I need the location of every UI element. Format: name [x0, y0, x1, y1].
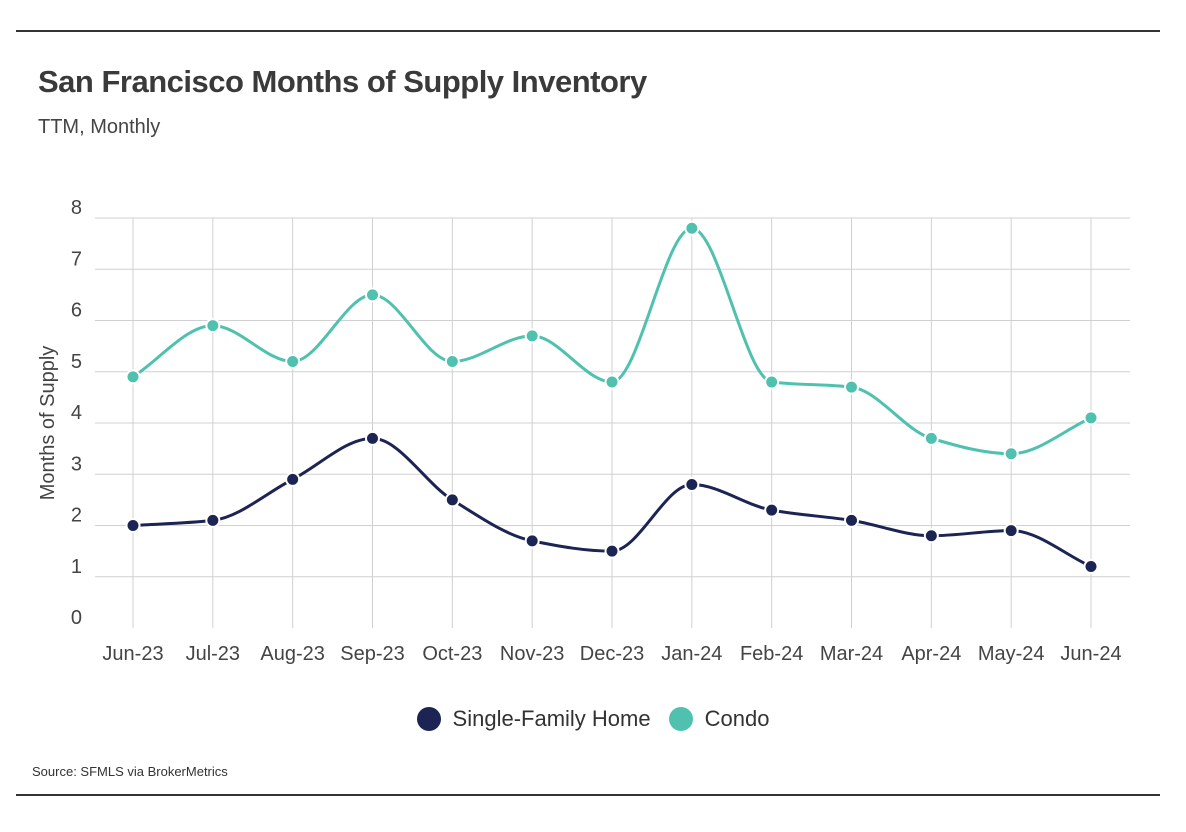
source-note: Source: SFMLS via BrokerMetrics [32, 764, 228, 779]
data-point-condo [365, 287, 380, 303]
data-point-single-family-home [1003, 523, 1019, 539]
data-point-condo [604, 374, 620, 390]
line-chart: 0 1 2 3 4 5 6 7 8 Jun-23 Jul-23 Aug-23 Sep-23 Oct-23… [37, 197, 1130, 665]
y-tick-label: 2 [71, 505, 82, 527]
data-point-single-family-home [684, 477, 700, 492]
y-axis-ticks: 0 1 2 3 4 5 6 7 8 [71, 197, 82, 629]
y-axis-label: Months of Supply [37, 346, 59, 501]
data-point-condo [444, 354, 460, 369]
chart-title: San Francisco Months of Supply Inventory [38, 64, 647, 99]
x-tick-label: Aug-23 [260, 643, 325, 665]
data-point-condo [1003, 446, 1019, 462]
x-tick-label: Apr-24 [901, 643, 961, 665]
x-tick-label: Dec-23 [580, 643, 644, 665]
x-tick-label: Sep-23 [340, 643, 405, 665]
y-tick-label: 1 [71, 556, 82, 578]
data-point-condo [285, 354, 301, 369]
chart-subtitle: TTM, Monthly [38, 116, 161, 138]
top-rule [16, 30, 1160, 32]
y-tick-label: 5 [71, 351, 82, 373]
grid-lines [95, 217, 1130, 628]
y-tick-label: 3 [71, 453, 82, 475]
data-point-condo [524, 328, 540, 344]
data-point-single-family-home [604, 543, 620, 559]
x-axis-ticks: Jun-23 Jul-23 Aug-23 Sep-23 Oct-23 Nov-23 Dec-… [102, 643, 1121, 665]
legend-item-single-family[interactable]: Single-Family Home [416, 706, 651, 732]
legend-marker-single-family [416, 707, 441, 731]
legend: Single-Family Home Condo [0, 706, 1186, 732]
data-point-condo [125, 369, 141, 385]
data-point-single-family-home [1083, 559, 1099, 574]
data-point-single-family-home [205, 512, 221, 528]
legend-item-condo[interactable]: Condo [668, 706, 770, 732]
data-point-condo [764, 374, 780, 390]
x-tick-label: Jul-23 [186, 643, 240, 665]
x-tick-label: Feb-24 [740, 643, 803, 665]
bottom-rule [16, 794, 1160, 796]
data-point-condo [923, 430, 939, 446]
x-tick-label: May-24 [978, 643, 1045, 665]
x-tick-label: Mar-24 [820, 643, 883, 665]
data-point-condo [684, 220, 700, 236]
data-point-condo [844, 379, 859, 395]
data-point-single-family-home [125, 518, 141, 533]
data-point-single-family-home [285, 471, 301, 487]
legend-label-condo: Condo [704, 706, 770, 731]
data-point-condo [205, 318, 221, 334]
series-group [125, 220, 1099, 574]
data-point-single-family-home [844, 512, 859, 528]
x-tick-label: Oct-23 [422, 643, 482, 665]
x-tick-label: Jun-23 [102, 643, 163, 665]
legend-label-single-family: Single-Family Home [452, 706, 651, 731]
data-point-single-family-home [365, 430, 380, 446]
data-point-single-family-home [524, 533, 540, 549]
data-point-single-family-home [444, 492, 460, 508]
legend-marker-condo [668, 707, 693, 731]
data-point-single-family-home [764, 502, 780, 518]
y-tick-label: 8 [71, 197, 82, 219]
x-tick-label: Jan-24 [661, 643, 722, 665]
data-point-single-family-home [923, 528, 939, 544]
y-tick-label: 7 [71, 248, 82, 270]
x-tick-label: Jun-24 [1060, 643, 1121, 665]
y-tick-label: 4 [71, 402, 82, 424]
x-tick-label: Nov-23 [500, 643, 564, 665]
y-tick-label: 0 [71, 607, 82, 629]
data-point-condo [1083, 410, 1099, 426]
y-tick-label: 6 [71, 300, 82, 322]
